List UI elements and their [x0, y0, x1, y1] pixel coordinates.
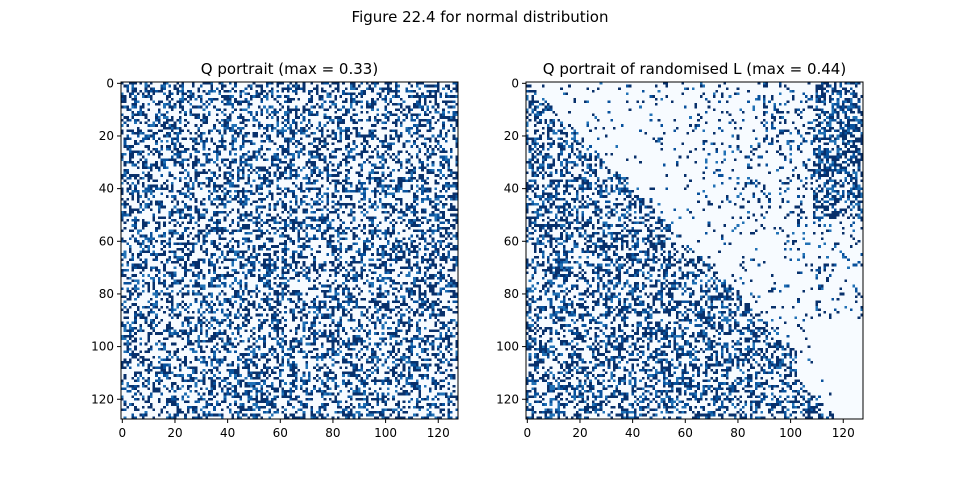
- x-tick-label: 0: [118, 426, 126, 440]
- x-tick-label: 100: [779, 426, 802, 440]
- x-tick-label: 80: [730, 426, 745, 440]
- x-tick-label: 20: [572, 426, 587, 440]
- x-axis-ticks: 0 20 40 60 80 100 120: [118, 419, 450, 440]
- y-tick-label: 80: [99, 287, 114, 301]
- heatmap-cells: [526, 82, 864, 420]
- y-tick-label: 60: [99, 234, 114, 248]
- heatmap-cell-group: [526, 82, 864, 420]
- x-tick-label: 120: [427, 426, 450, 440]
- y-tick-label: 20: [99, 129, 114, 143]
- x-tick-label: 100: [374, 426, 397, 440]
- y-tick-label: 100: [91, 340, 114, 354]
- x-tick-label: 120: [832, 426, 855, 440]
- y-tick-label: 20: [504, 129, 519, 143]
- y-tick-label: 120: [91, 392, 114, 406]
- x-tick-label: 0: [523, 426, 531, 440]
- x-tick-label: 40: [220, 426, 235, 440]
- y-tick-label: 0: [106, 76, 114, 90]
- axes-frame: [525, 81, 864, 420]
- heatmap-cell-group: [526, 82, 864, 420]
- axes-frame: [120, 81, 459, 420]
- x-tick-label: 80: [325, 426, 340, 440]
- y-tick-label: 100: [496, 340, 519, 354]
- y-tick-label: 80: [504, 287, 519, 301]
- x-tick-label: 40: [625, 426, 640, 440]
- y-tick-label: 0: [511, 76, 519, 90]
- y-tick-label: 40: [504, 182, 519, 196]
- panel-title: Q portrait of randomised L (max = 0.44): [543, 60, 846, 78]
- y-tick-label: 60: [504, 234, 519, 248]
- y-axis-ticks: 0 20 40 60 80 100 120: [496, 76, 526, 406]
- y-axis-ticks: 0 20 40 60 80 100 120: [91, 76, 121, 406]
- x-tick-label: 60: [678, 426, 693, 440]
- figure-suptitle: Figure 22.4 for normal distribution: [352, 8, 609, 26]
- heatmap-panel-q-portrait: Q portrait (max = 0.33) 0 20 40 60 80 100 120 …: [91, 60, 459, 440]
- heatmap-cell-group: [121, 82, 459, 420]
- x-tick-label: 20: [167, 426, 182, 440]
- y-tick-label: 120: [496, 392, 519, 406]
- x-tick-label: 60: [273, 426, 288, 440]
- heatmap-panel-randomised-l: Q portrait of randomised L (max = 0.44) …: [496, 60, 864, 440]
- heatmap-cells: [121, 82, 459, 420]
- x-axis-ticks: 0 20 40 60 80 100 120: [523, 419, 855, 440]
- panel-title: Q portrait (max = 0.33): [201, 60, 378, 78]
- y-tick-label: 40: [99, 182, 114, 196]
